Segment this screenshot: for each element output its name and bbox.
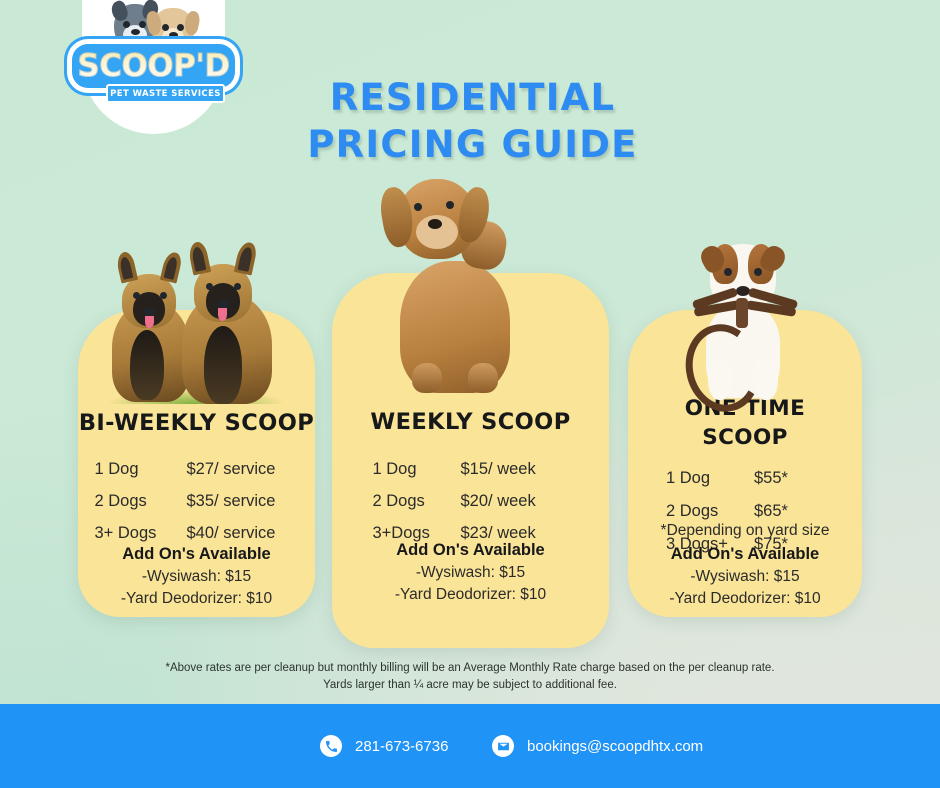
yard-size-note: *Depending on yard size — [660, 522, 830, 539]
price-row-label: 3+ Dogs — [94, 524, 157, 542]
contact-phone[interactable]: 281-673-6736 — [320, 735, 448, 757]
addon-item: -Wysiwash: $15 — [690, 568, 800, 585]
price-row: 2 Dogs $20/ week — [332, 485, 609, 517]
logo-wordmark-text: SCOOP'D — [72, 44, 235, 88]
price-rows-weekly: 1 Dog $15/ week 2 Dogs $20/ week 3+Dogs … — [332, 453, 609, 549]
addons-heading: Add On's Available — [122, 545, 271, 563]
disclaimer: *Above rates are per cleanup but monthly… — [90, 660, 850, 694]
price-row-label: 2 Dogs — [666, 502, 719, 520]
page-title: RESIDENTIAL PRICING GUIDE — [300, 74, 645, 168]
addon-item: -Yard Deodorizer: $10 — [120, 590, 273, 607]
page-title-line2: PRICING GUIDE — [307, 123, 638, 166]
addon-item: -Wysiwash: $15 — [141, 568, 252, 585]
disclaimer-line1: *Above rates are per cleanup but monthly… — [165, 662, 775, 674]
jack-russell-with-leash-photo — [668, 238, 820, 419]
page-title-line1: RESIDENTIAL — [329, 76, 616, 119]
email-icon — [492, 735, 514, 757]
email-address: bookings@scoopdhtx.com — [527, 737, 704, 755]
price-row-label: 2 Dogs — [94, 492, 147, 510]
addons-weekly: Add On's Available -Wysiwash: $15 -Yard … — [332, 538, 609, 606]
price-rows-one-time: 1 Dog $55* 2 Dogs $65* 3 Dogs+ $75* — [628, 462, 862, 561]
card-title-one-time-line1: ONE TIME — [684, 396, 806, 421]
price-row-label: 1 Dog — [666, 469, 711, 487]
phone-icon — [320, 735, 342, 757]
price-row-value: $23/ week — [460, 524, 536, 542]
card-title-bi-weekly: BI-WEEKLY SCOOP — [78, 410, 315, 436]
price-row: 1 Dog $27/ service — [78, 453, 315, 485]
addons-heading: Add On's Available — [396, 541, 545, 559]
price-row: 3+Dogs $23/ week — [332, 517, 609, 549]
card-title-one-time: ONE TIME SCOOP — [628, 394, 862, 452]
price-row-value: $20/ week — [460, 492, 536, 510]
price-row-value: $55* — [754, 469, 788, 487]
price-rows-bi-weekly: 1 Dog $27/ service 2 Dogs $35/ service 3… — [78, 453, 315, 549]
price-row: 3+ Dogs $40/ service — [78, 517, 315, 549]
addons-one-time: *Depending on yard size Add On's Availab… — [628, 520, 862, 610]
card-title-weekly: WEEKLY SCOOP — [370, 409, 571, 435]
contact-bar: 281-673-6736 bookings@scoopdhtx.com — [0, 704, 940, 788]
price-row-label: 1 Dog — [94, 460, 139, 478]
logo-wordmark: SCOOP'D — [72, 44, 235, 88]
price-row-value: $65* — [754, 502, 788, 520]
price-row-label: 2 Dogs — [372, 492, 425, 510]
price-row-value: $35/ service — [186, 492, 276, 510]
price-row-value: $40/ service — [186, 524, 276, 542]
addons-heading: Add On's Available — [670, 545, 820, 563]
card-title-one-time-line2: SCOOP — [702, 425, 788, 450]
contact-email[interactable]: bookings@scoopdhtx.com — [492, 735, 703, 757]
price-row: 3 Dogs+ $75* — [628, 528, 862, 561]
disclaimer-line2: Yards larger than ¼ acre may be subject … — [323, 679, 617, 691]
addon-item: -Yard Deodorizer: $10 — [394, 586, 547, 603]
price-row: 2 Dogs $65* — [628, 495, 862, 528]
two-german-shepherds-photo — [106, 240, 284, 404]
price-row-label: 3 Dogs+ — [666, 535, 728, 553]
price-row-label: 3+Dogs — [372, 524, 430, 542]
price-row-value: $15/ week — [460, 460, 536, 478]
addons-bi-weekly: Add On's Available -Wysiwash: $15 -Yard … — [78, 542, 315, 610]
goldendoodle-waving-photo — [376, 175, 544, 395]
price-row-value: $75* — [754, 535, 788, 553]
price-row-label: 1 Dog — [372, 460, 417, 478]
brand-logo: SCOOP'D PET WASTE SERVICES — [72, 0, 235, 134]
price-row: 1 Dog $15/ week — [332, 453, 609, 485]
price-row: 1 Dog $55* — [628, 462, 862, 495]
addon-item: -Yard Deodorizer: $10 — [669, 590, 821, 607]
price-row: 2 Dogs $35/ service — [78, 485, 315, 517]
price-row-value: $27/ service — [186, 460, 276, 478]
addon-item: -Wysiwash: $15 — [415, 564, 526, 581]
phone-number: 281-673-6736 — [355, 737, 449, 755]
logo-tagline: PET WASTE SERVICES — [106, 84, 225, 103]
